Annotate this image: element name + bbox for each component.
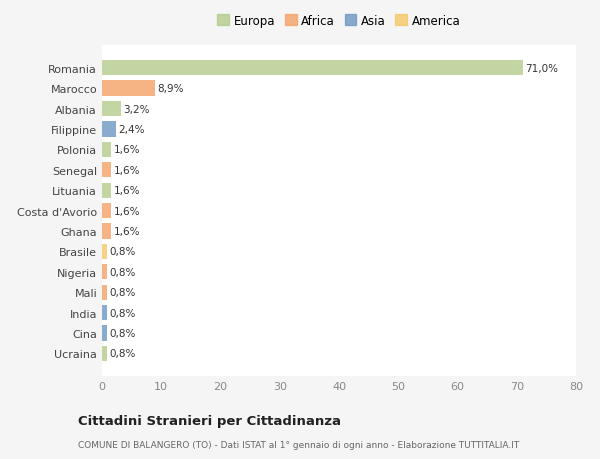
Text: 1,6%: 1,6%	[114, 206, 140, 216]
Bar	[102, 244, 107, 259]
Bar	[102, 163, 112, 178]
Text: 1,6%: 1,6%	[114, 186, 140, 196]
Text: 0,8%: 0,8%	[109, 308, 136, 318]
Bar	[102, 264, 107, 280]
Bar	[102, 61, 523, 76]
Bar	[102, 305, 107, 321]
Text: Cittadini Stranieri per Cittadinanza: Cittadini Stranieri per Cittadinanza	[78, 414, 341, 428]
Text: 1,6%: 1,6%	[114, 145, 140, 155]
Bar	[102, 285, 107, 300]
Bar	[102, 183, 112, 198]
Text: COMUNE DI BALANGERO (TO) - Dati ISTAT al 1° gennaio di ogni anno - Elaborazione : COMUNE DI BALANGERO (TO) - Dati ISTAT al…	[78, 441, 519, 449]
Text: 0,8%: 0,8%	[109, 267, 136, 277]
Text: 0,8%: 0,8%	[109, 288, 136, 297]
Text: 1,6%: 1,6%	[114, 165, 140, 175]
Bar	[102, 346, 107, 361]
Bar	[102, 224, 112, 239]
Text: 1,6%: 1,6%	[114, 227, 140, 236]
Bar	[102, 142, 112, 158]
Text: 0,8%: 0,8%	[109, 247, 136, 257]
Bar	[102, 203, 112, 219]
Text: 71,0%: 71,0%	[525, 63, 558, 73]
Text: 0,8%: 0,8%	[109, 328, 136, 338]
Bar	[102, 101, 121, 117]
Text: 2,4%: 2,4%	[119, 125, 145, 134]
Text: 0,8%: 0,8%	[109, 349, 136, 359]
Legend: Europa, Africa, Asia, America: Europa, Africa, Asia, America	[215, 12, 463, 30]
Bar	[102, 326, 107, 341]
Bar	[102, 122, 116, 137]
Bar	[102, 81, 155, 96]
Text: 3,2%: 3,2%	[124, 104, 150, 114]
Text: 8,9%: 8,9%	[157, 84, 184, 94]
